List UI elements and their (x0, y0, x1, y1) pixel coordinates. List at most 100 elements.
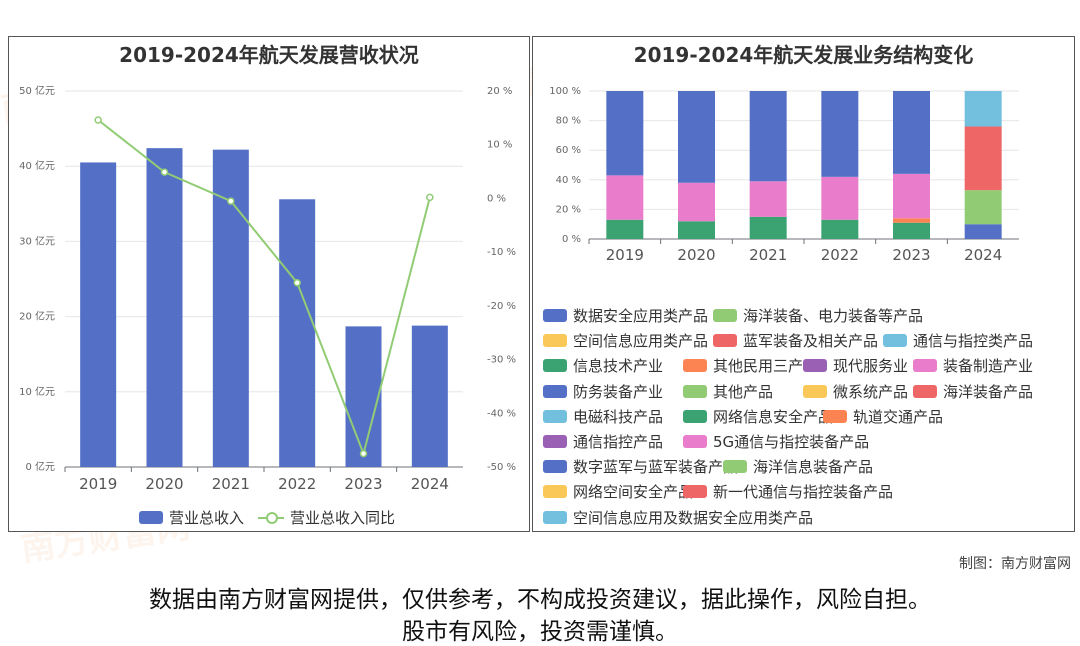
legend-swatch (683, 485, 707, 499)
stack-segment (964, 190, 1002, 225)
legend-item: 通信与指控类产品 (883, 330, 1033, 351)
x-tick-label: 2024 (411, 475, 449, 493)
legend-line-icon (258, 511, 285, 524)
structure-chart-panel: 2019-2024年航天发展业务结构变化 0 % 20 % 40 % 60 % 80 %… (532, 36, 1075, 532)
legend-label: 装备制造产业 (943, 357, 1034, 376)
legend-swatch (883, 334, 907, 348)
structure-chart-title: 2019-2024年航天发展业务结构变化 (633, 43, 974, 67)
legend-item: 数字蓝军与蓝军装备产品 (543, 456, 738, 477)
legend-item: 空间信息应用及数据安全应用类产品 (543, 507, 813, 528)
y-right-tick-label: -10 % (487, 247, 516, 258)
stack-segment (964, 224, 1002, 239)
legend-swatch (543, 384, 567, 398)
revenue-chart-panel: 2019-2024年航天发展营收状况 0 亿元 10 亿元 20 亿元 30 亿元 40… (8, 36, 530, 532)
legend-item: 装备制造产业 (913, 355, 1033, 376)
legend-label: 空间信息应用类产品 (573, 332, 709, 351)
legend-item: 微系统产品 (803, 381, 908, 402)
revenue-bar (80, 162, 117, 467)
revenue-bar (345, 326, 382, 467)
y-right-tick-label: 10 % (487, 140, 512, 151)
legend-swatch (823, 409, 847, 423)
legend-label: 数字蓝军与蓝军装备产品 (573, 458, 739, 477)
x-tick-label: 2020 (145, 475, 183, 493)
y-right-tick-label: -50 % (487, 462, 516, 473)
x-tick-label: 2021 (749, 246, 787, 264)
x-tick-label: 2023 (344, 475, 382, 493)
stack-segment (964, 91, 1002, 127)
stack-segment (749, 91, 787, 182)
legend-label: 数据安全应用类产品 (573, 307, 709, 325)
stack-segment (606, 175, 644, 220)
legend-swatch (683, 384, 707, 398)
legend-item: 网络信息安全产品 (683, 406, 833, 427)
legend-item: 蓝军装备及相关产品 (713, 330, 878, 351)
stack-segment (606, 219, 644, 239)
disclaimer-line-1: 数据由南方财富网提供，仅供参考，不构成投资建议，据此操作，风险自担。 (149, 587, 931, 613)
legend-item: 信息技术产业 (543, 355, 663, 376)
y-right-tick-label: -40 % (487, 408, 516, 419)
y-left-tick-label: 30 亿元 (19, 234, 55, 247)
y-left-tick-label: 20 亿元 (19, 310, 55, 323)
legend-item: 数据安全应用类产品 (543, 305, 708, 326)
stack-segment (893, 173, 930, 219)
y-tick-label: 20 % (556, 204, 581, 215)
legend-label: 蓝军装备及相关产品 (743, 332, 879, 351)
legend-swatch (543, 409, 567, 423)
stack-segment (821, 219, 859, 239)
legend-item: 其他民用三产 (683, 355, 803, 376)
legend-label: 海洋信息装备产品 (753, 458, 874, 477)
revenue-bar (411, 325, 448, 467)
legend-item: 海洋装备、电力装备等产品 (713, 305, 923, 326)
y-right-tick-label: 20 % (487, 86, 512, 97)
y-left-tick-label: 40 亿元 (19, 159, 55, 172)
x-tick-label: 2023 (892, 246, 930, 264)
legend-swatch (913, 384, 937, 398)
x-tick-label: 2022 (821, 246, 859, 264)
legend-swatch (713, 334, 737, 348)
stack-segment (893, 222, 930, 239)
yoy-point (426, 193, 434, 202)
legend-item: 通信指控产品 (543, 431, 663, 452)
legend-label: 轨道交通产品 (853, 407, 944, 426)
x-tick-label: 2020 (677, 246, 715, 264)
stack-segment (821, 176, 859, 220)
stack-segment (749, 181, 787, 217)
legend-label: 通信与指控类产品 (913, 332, 1034, 351)
legend-item: 海洋信息装备产品 (723, 456, 873, 477)
legend-label: 现代服务业 (833, 357, 909, 376)
legend-item: 网络空间安全产品 (543, 481, 693, 502)
stack-segment (893, 218, 930, 223)
stack-segment (821, 91, 859, 177)
legend-swatch (683, 409, 707, 423)
legend-swatch (543, 334, 567, 348)
legend-swatch (543, 460, 567, 474)
x-tick-label: 2022 (278, 475, 316, 493)
revenue-legend: 营业总收入 营业总收入同比 (139, 507, 395, 528)
legend-item: 现代服务业 (803, 355, 908, 376)
legend-label-revenue: 营业总收入 (169, 509, 245, 527)
yoy-point (227, 197, 235, 205)
y-right-tick-label: -30 % (487, 355, 516, 366)
legend-label: 5G通信与指控装备产品 (713, 433, 870, 451)
legend-swatch (713, 309, 737, 322)
yoy-point (160, 168, 169, 176)
legend-item: 空间信息应用类产品 (543, 330, 708, 351)
yoy-point (359, 449, 368, 458)
stack-segment (964, 126, 1002, 191)
revenue-bar (212, 149, 249, 467)
legend-label: 网络空间安全产品 (573, 483, 694, 502)
legend-label: 其他产品 (713, 382, 774, 401)
y-tick-label: 60 % (556, 145, 581, 156)
legend-swatch (803, 359, 827, 373)
legend-label: 其他民用三产 (713, 357, 804, 376)
legend-item: 防务装备产业 (543, 381, 663, 402)
legend-swatch (543, 309, 567, 322)
x-tick-label: 2019 (606, 246, 644, 264)
legend-item: 新一代通信与指控装备产品 (683, 481, 893, 502)
legend-label: 微系统产品 (833, 382, 909, 401)
y-tick-label: 80 % (556, 116, 581, 127)
legend-swatch (543, 510, 567, 524)
stack-segment (893, 91, 930, 174)
legend-label: 海洋装备产品 (943, 382, 1034, 401)
x-tick-label: 2019 (79, 475, 117, 493)
